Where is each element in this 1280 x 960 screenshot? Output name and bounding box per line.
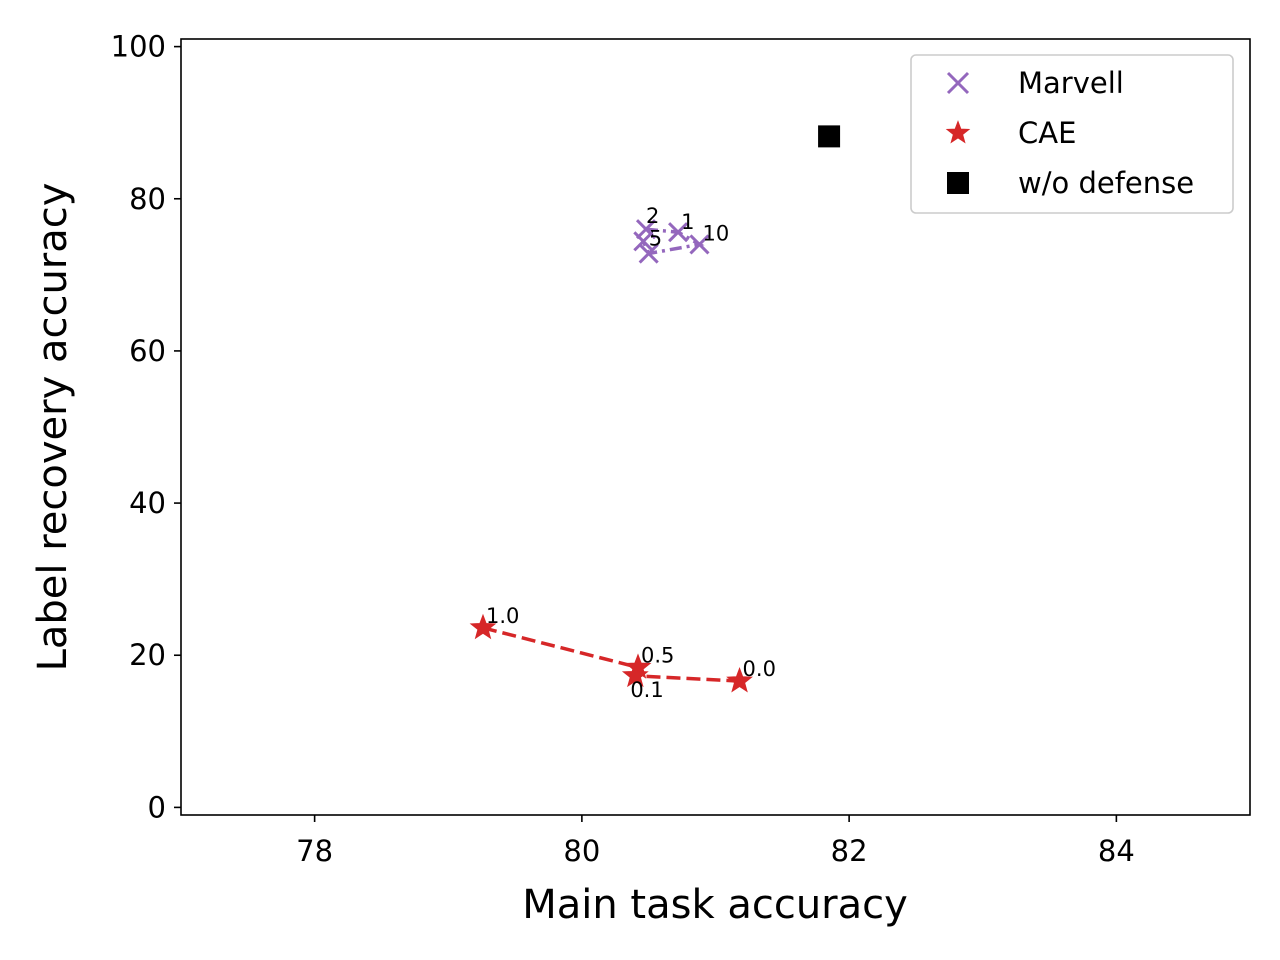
point-label: 1.0 (486, 604, 519, 628)
legend-marker (946, 71, 970, 95)
data-point (633, 231, 654, 252)
x-tick-label: 82 (831, 834, 868, 868)
series-line (482, 626, 740, 683)
x-axis-ticks: 78 80 82 84 (296, 815, 1135, 868)
y-tick-label: 40 (129, 486, 166, 520)
legend-box (910, 54, 1234, 214)
point-label: 0.0 (743, 657, 776, 681)
x-axis-label: Main task accuracy (522, 882, 908, 928)
data-point (818, 125, 841, 148)
point-label: 0.1 (630, 678, 663, 702)
legend: Marvell CAE w/o defense (910, 54, 1234, 214)
y-axis-label: Label recovery accuracy (30, 183, 76, 672)
series-cae: 1.0 0.5 0.1 0.0 (469, 604, 776, 702)
point-label: 0.5 (641, 643, 674, 667)
x-tick-label: 84 (1098, 834, 1135, 868)
x-tick-label: 80 (563, 834, 600, 868)
point-label: 10 (702, 221, 729, 245)
series-w-o-defense (818, 125, 841, 148)
y-tick-label: 20 (129, 638, 166, 672)
data-point (668, 222, 689, 243)
series-marvell: 2 1 105 (633, 204, 729, 264)
data-point (689, 234, 710, 255)
y-tick-label: 60 (129, 334, 166, 368)
legend-label: Marvell (1018, 66, 1124, 100)
data-point (635, 219, 657, 240)
y-tick-label: 100 (111, 30, 166, 64)
legend-label: w/o defense (1018, 166, 1194, 200)
data-point (726, 667, 753, 693)
data-point (469, 613, 497, 640)
data-point (621, 661, 649, 688)
x-tick-label: 78 (296, 834, 333, 868)
data-point (638, 243, 659, 264)
y-tick-label: 80 (129, 182, 166, 216)
y-axis-ticks: 0 20 40 60 80 100 (111, 30, 181, 824)
plot-frame (180, 38, 1251, 816)
point-label: 1 (681, 210, 694, 234)
y-tick-label: 0 (148, 790, 166, 824)
legend-marker (945, 120, 971, 144)
legend-label: CAE (1018, 116, 1076, 150)
point-label: 2 (646, 204, 659, 228)
legend-marker (947, 172, 969, 194)
